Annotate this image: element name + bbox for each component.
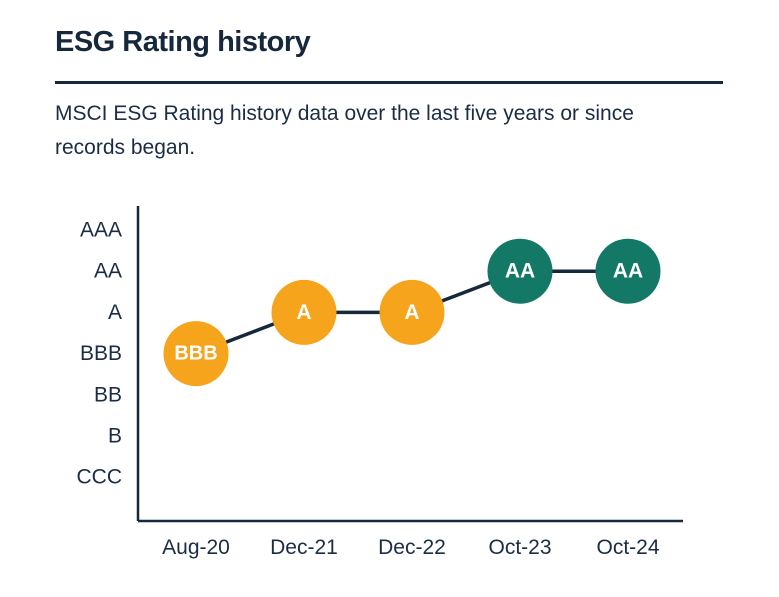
x-axis-label: Oct-23	[488, 536, 551, 559]
y-axis-label: AAA	[80, 219, 122, 242]
rating-point	[487, 238, 553, 304]
page-title: ESG Rating history	[55, 26, 311, 58]
y-axis-label: BB	[94, 383, 122, 406]
x-axis-label: Dec-22	[378, 536, 446, 559]
rating-point	[379, 279, 445, 345]
rating-point	[595, 238, 661, 304]
rating-point	[163, 321, 229, 387]
rating-point-label: AA	[505, 260, 535, 283]
rating-point-label: AA	[613, 260, 643, 283]
rating-point-label: BBB	[174, 343, 217, 365]
x-axis-label: Oct-24	[596, 536, 659, 559]
chart-area: AAA AA A BBB BB B CCC Aug-20 Dec-21 Dec-22 Oct-23 O…	[0, 190, 779, 590]
x-axis-label: Aug-20	[162, 536, 230, 559]
y-axis-label: AA	[94, 260, 122, 283]
rating-point-label: A	[296, 301, 311, 324]
rating-point	[271, 279, 337, 345]
x-axis-label: Dec-21	[270, 536, 338, 559]
y-axis-label: A	[108, 301, 122, 324]
y-axis-label: CCC	[77, 466, 123, 489]
x-axis-labels: Aug-20 Dec-21 Dec-22 Oct-23 Oct-24	[162, 536, 660, 559]
page-subtitle: MSCI ESG Rating history data over the la…	[55, 102, 634, 159]
y-axis-label: BBB	[80, 342, 122, 365]
page: ESG Rating history MSCI ESG Rating histo…	[0, 0, 779, 165]
title-divider	[55, 81, 723, 85]
y-axis-label: B	[108, 425, 122, 448]
rating-point-label: A	[404, 301, 419, 324]
